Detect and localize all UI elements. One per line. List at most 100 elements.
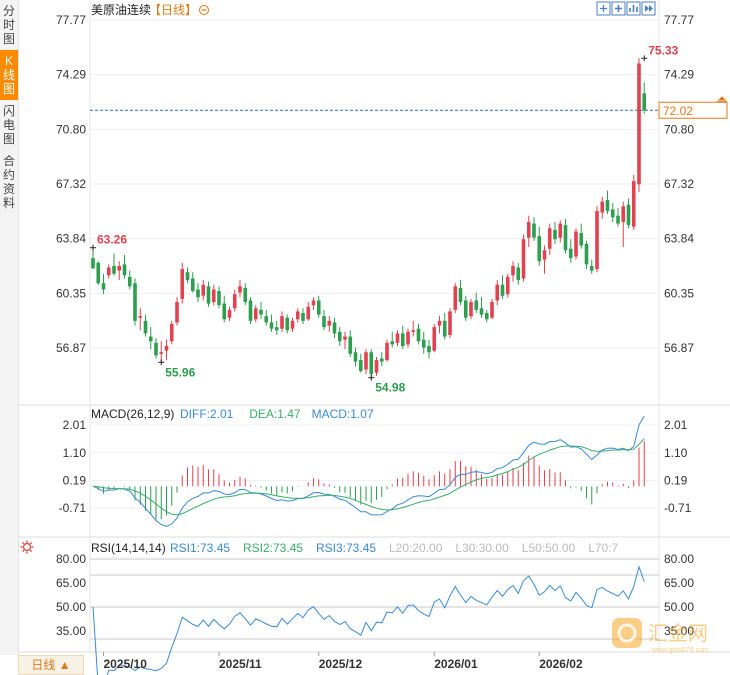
candle-body [201,284,206,296]
candle-body [621,206,626,222]
price-tick-right: 67.32 [664,177,694,191]
watermark-url: www.gold678.com [651,647,709,654]
settings-gear-icon[interactable] [20,540,34,554]
current-price-label: 72.02 [663,104,693,118]
candle-body [505,276,510,295]
sidebar-tab-1[interactable]: K线图 [0,50,18,100]
macd-dea-line [92,438,645,516]
candle-body [500,284,505,296]
candle-body [558,223,563,238]
candle-body [227,309,232,318]
settings-gear-icon-ring [22,542,32,552]
candle-body [595,210,599,270]
macd-tick-right: 2.01 [664,418,688,432]
candle-body [327,320,332,326]
price-tick-left: 60.35 [56,286,86,300]
candle-body [143,320,148,334]
candle-body [190,278,195,292]
sidebar-tab-0[interactable]: 分时图 [2,4,15,46]
candle-body [616,215,620,224]
x-axis-label: 2025/11 [219,657,262,671]
candle-body [91,258,95,269]
fast-forward-icon[interactable] [641,1,656,16]
candle-body [148,336,153,342]
macd-tick-right: -0.71 [664,501,692,515]
price-tick-right: 63.84 [664,232,694,246]
candle-body [253,308,258,320]
bar-chart-icon[interactable] [626,1,641,16]
candle-body [385,342,389,361]
candle-body [553,229,557,240]
candle-body [600,201,605,213]
candle-body [96,262,101,284]
period-tag: 【日线】 [149,3,197,17]
candle-body [589,265,594,271]
candle-body [138,316,143,318]
candle-body [306,306,311,320]
candle-body [547,228,552,249]
candle-body [175,302,179,323]
rsi-tick-left: 35.00 [56,624,86,638]
candle-body [526,221,531,238]
zoom-out-icon[interactable] [199,5,209,15]
candle-body [169,323,174,342]
rsi-title: RSI(14,14,14) [91,541,166,555]
macd-title: MACD(26,12,9) [91,407,174,421]
sidebar-tab-3[interactable]: 合约资料 [2,154,15,210]
price-tick-left: 70.80 [56,122,86,136]
candle-body [406,331,410,345]
candle-body [437,320,442,326]
price-tick-left: 74.29 [56,68,86,82]
macd-tick-right: 0.19 [664,474,688,488]
candle-body [112,265,116,274]
rsi-legend-item: L70:7 [588,541,618,555]
price-tick-left: 67.32 [56,177,86,191]
candle-body [432,327,437,351]
rsi-legend-item: L30:30.00 [455,541,509,555]
candle-body [180,269,185,299]
candle-body [584,243,589,265]
candle-body [316,300,321,315]
candle-body [243,287,248,303]
candle-body [222,303,227,320]
sidebar: 分时图 K线图闪电图合约资料 [0,0,19,655]
x-axis-label: 2026/02 [539,657,583,671]
candle-body [610,209,615,218]
candle-body [631,181,636,227]
candle-body [374,360,379,373]
zoom-in-icon[interactable] [611,1,626,16]
price-tick-right: 56.87 [664,341,694,355]
expand-icon[interactable] [596,1,611,16]
candle-body [232,294,237,309]
price-tick-left: 77.77 [56,13,86,27]
candle-body [311,300,316,306]
macd-diff-line [92,415,645,527]
candle-body [458,287,463,303]
zoom-out-icon-circle [199,5,209,15]
candle-body [390,341,395,345]
candle-body [217,291,221,306]
candle-body [379,358,384,362]
candle-body [106,267,111,276]
candle-body [164,345,169,351]
extreme-label: 55.96 [165,365,195,379]
candle-body [211,289,216,303]
watermark-logo: 汇金网 www.gold678.com [612,618,709,654]
candle-body [463,300,468,318]
candle-body [280,316,284,329]
price-tick-left: 56.87 [56,341,86,355]
sidebar-tab-2[interactable]: 闪电图 [2,104,15,146]
candle-body [532,223,536,238]
chart-title: 美原油连续 [91,2,151,17]
candle-body [196,289,200,298]
period-selector-button[interactable]: 日线 ▲ [18,655,84,675]
candle-body [427,345,431,353]
macd-tick-right: 1.10 [664,446,688,460]
rsi-tick-left: 80.00 [56,552,86,566]
candle-body [537,236,542,262]
price-tick-right: 60.35 [664,286,694,300]
macd-tick-left: 2.01 [63,418,87,432]
settings-gear-icon-tooth [21,541,25,545]
candle-body [495,284,500,301]
